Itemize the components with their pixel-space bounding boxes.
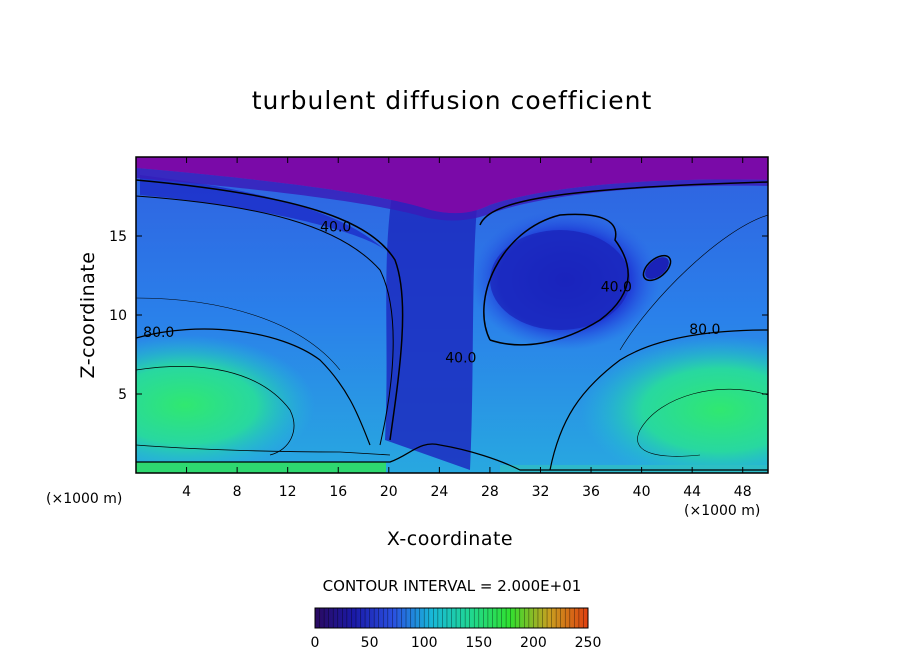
x-tick-label: 20 bbox=[380, 484, 398, 500]
x-tick-label: 8 bbox=[233, 484, 242, 500]
x-tick-label: 16 bbox=[329, 484, 347, 500]
contour-label: 40.0 bbox=[601, 279, 632, 295]
contour-label: 40.0 bbox=[445, 350, 476, 366]
y-axis-ticks: 5 10 15 bbox=[109, 229, 768, 403]
colorbar-tick-label: 200 bbox=[520, 635, 547, 651]
contour-labels: 40.0 80.0 40.0 40.0 80.0 bbox=[143, 219, 720, 366]
colorbar-frame bbox=[314, 607, 589, 629]
x-axis-unit-right: (×1000 m) bbox=[684, 503, 761, 519]
x-tick-label: 48 bbox=[734, 484, 752, 500]
colorbar-tick-label: 100 bbox=[411, 635, 438, 651]
x-tick-label: 24 bbox=[430, 484, 448, 500]
y-tick-label: 5 bbox=[118, 387, 127, 403]
y-tick-label: 10 bbox=[109, 308, 127, 324]
x-tick-label: 36 bbox=[582, 484, 600, 500]
colorbar-stripes bbox=[319, 608, 584, 628]
chart-title: turbulent diffusion coefficient bbox=[251, 86, 653, 115]
x-axis-ticks: 4 8 12 16 20 24 28 32 36 40 44 48 bbox=[182, 157, 752, 500]
x-axis-unit-left: (×1000 m) bbox=[46, 491, 123, 507]
heatmap-field bbox=[136, 157, 768, 473]
x-tick-label: 32 bbox=[532, 484, 550, 500]
x-tick-label: 44 bbox=[683, 484, 701, 500]
colorbar-labels: 0 50 100 150 200 250 bbox=[311, 635, 602, 651]
colorbar-tick-label: 150 bbox=[465, 635, 492, 651]
contour-label: 80.0 bbox=[143, 325, 174, 341]
contour-lines bbox=[136, 179, 768, 471]
colorbar-tick-label: 250 bbox=[575, 635, 602, 651]
x-axis-label: X-coordinate bbox=[386, 528, 514, 550]
y-tick-label: 15 bbox=[109, 229, 127, 245]
y-axis-label: Z-coordinate bbox=[77, 251, 99, 379]
contour-interval-label: CONTOUR INTERVAL = 2.000E+01 bbox=[322, 577, 582, 595]
contour-label: 40.0 bbox=[320, 219, 351, 235]
x-tick-label: 4 bbox=[182, 484, 191, 500]
colorbar-tick-label: 50 bbox=[361, 635, 379, 651]
contour-label: 80.0 bbox=[689, 322, 720, 338]
x-tick-label: 12 bbox=[279, 484, 297, 500]
x-tick-label: 28 bbox=[481, 484, 499, 500]
x-tick-label: 40 bbox=[633, 484, 651, 500]
colorbar-tick-label: 0 bbox=[311, 635, 320, 651]
